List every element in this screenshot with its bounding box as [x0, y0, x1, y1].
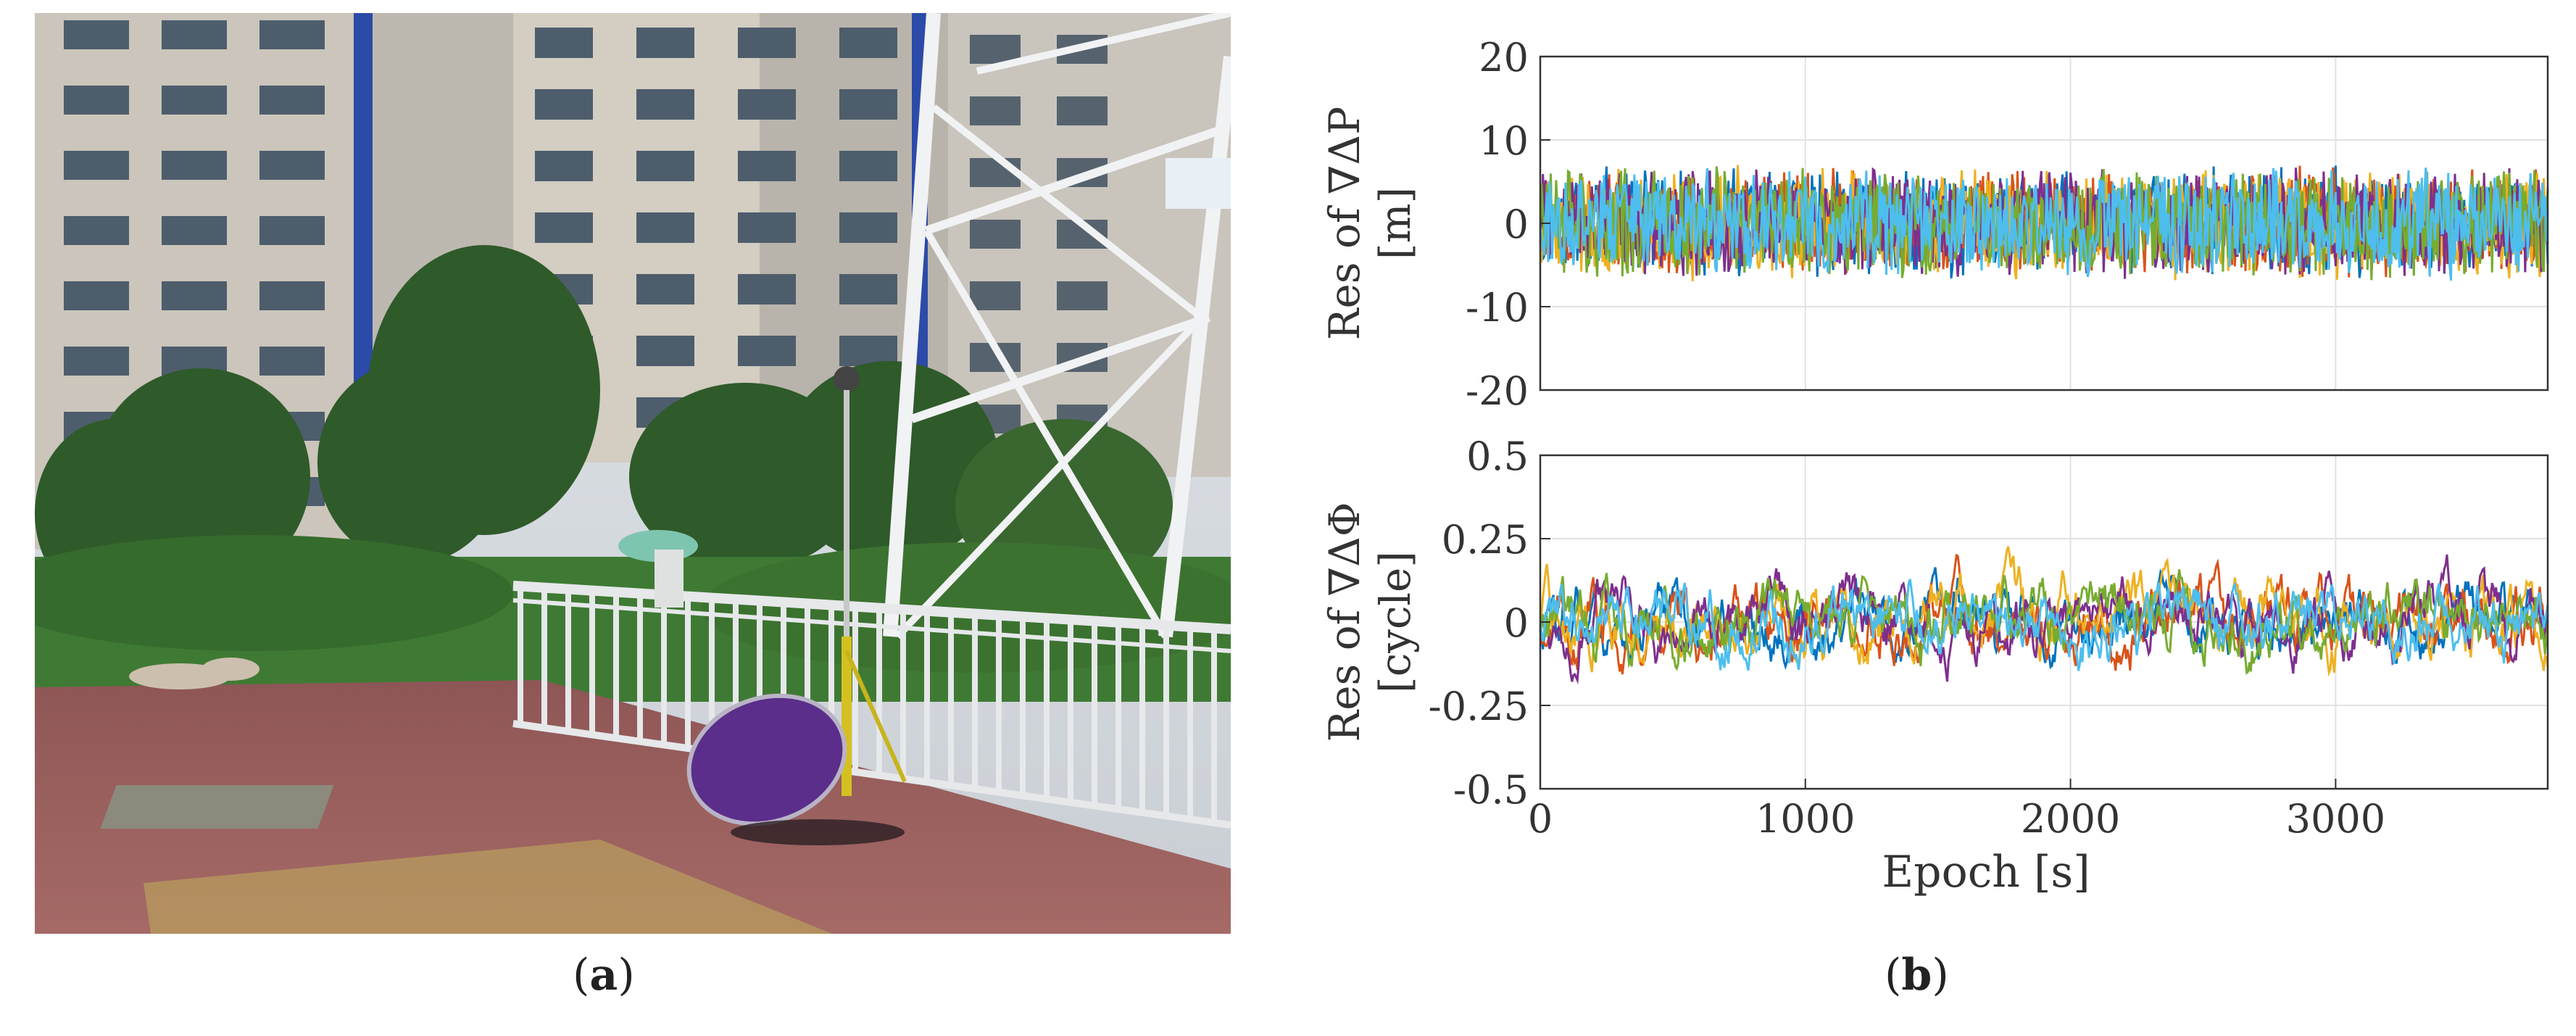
window — [970, 220, 1021, 249]
purple-umbrella — [686, 693, 905, 845]
window — [636, 274, 694, 304]
window — [970, 35, 1021, 64]
window — [64, 86, 129, 115]
y-tick-label: -20 — [1466, 368, 1529, 414]
window — [738, 151, 796, 181]
y-tick-label: 0.25 — [1442, 517, 1529, 563]
rocks — [129, 658, 259, 689]
panel-label-a: (a) — [573, 950, 635, 1000]
window — [259, 20, 325, 49]
window — [259, 151, 325, 180]
window — [636, 212, 694, 243]
window — [839, 336, 897, 366]
y-tick-label: 0 — [1504, 600, 1529, 646]
window — [839, 212, 897, 243]
y-tick-label: 20 — [1479, 35, 1529, 80]
window — [970, 96, 1021, 125]
x-tick-label: 3000 — [2286, 796, 2385, 842]
x-tick-label: 0 — [1528, 796, 1553, 842]
window — [162, 216, 227, 245]
left-building — [35, 13, 513, 550]
chart-pseudorange-residuals: 20 10 0 -10 -20 Res of ∇ΔP [m] — [1320, 35, 2549, 414]
window — [64, 151, 129, 180]
y-axis-unit: [m] — [1371, 187, 1420, 260]
window — [535, 89, 593, 120]
window — [259, 347, 325, 376]
window — [636, 151, 694, 181]
site-photo — [35, 13, 1231, 934]
window — [162, 20, 227, 49]
window — [64, 347, 129, 376]
window — [636, 89, 694, 120]
window — [738, 212, 796, 243]
window — [535, 151, 593, 181]
window — [535, 28, 593, 58]
y-tick-label: -0.25 — [1429, 684, 1529, 729]
window — [738, 274, 796, 304]
window — [64, 281, 129, 310]
window — [738, 336, 796, 366]
y-tick-label: 10 — [1479, 118, 1529, 164]
window — [636, 336, 694, 366]
window — [738, 28, 796, 58]
y-axis-unit: [cycle] — [1371, 551, 1420, 693]
y-axis-label: Res of ∇ΔP — [1320, 107, 1369, 340]
x-tick-label: 2000 — [2021, 796, 2120, 842]
sign — [1166, 158, 1231, 209]
residual-charts: 20 10 0 -10 -20 Res of ∇ΔP [m] 0.5 0.25 0 -0.25 -0… — [1320, 35, 2549, 898]
window — [738, 89, 796, 120]
y-tick-label: -0.5 — [1453, 767, 1529, 813]
window — [259, 86, 325, 115]
series-line-6 — [1539, 579, 2549, 671]
y-tick-label: 0 — [1504, 202, 1529, 247]
window — [259, 216, 325, 245]
x-tick-label: 1000 — [1756, 796, 1855, 842]
window — [839, 274, 897, 304]
series-line-6 — [1539, 167, 2549, 281]
window — [162, 86, 227, 115]
gnss-antenna — [834, 366, 907, 796]
fence — [512, 581, 1231, 829]
y-tick-label: 0.5 — [1466, 434, 1529, 479]
window — [64, 216, 129, 245]
window — [162, 151, 227, 180]
window — [259, 281, 325, 310]
panel-label-b: (b) — [1885, 950, 1949, 1000]
y-axis-label: Res of ∇ΔΦ — [1320, 502, 1369, 742]
window — [535, 212, 593, 243]
window — [970, 281, 1021, 310]
window — [1057, 281, 1108, 310]
window — [162, 281, 227, 310]
window — [1057, 96, 1108, 125]
window — [839, 151, 897, 181]
window — [64, 20, 129, 49]
window — [636, 28, 694, 58]
series-line-5 — [1539, 569, 2549, 675]
window — [839, 28, 897, 58]
y-tick-label: -10 — [1466, 285, 1529, 331]
window — [839, 89, 897, 120]
steel-tower — [883, 13, 1231, 639]
x-axis-label: Epoch [s] — [1882, 847, 2090, 898]
